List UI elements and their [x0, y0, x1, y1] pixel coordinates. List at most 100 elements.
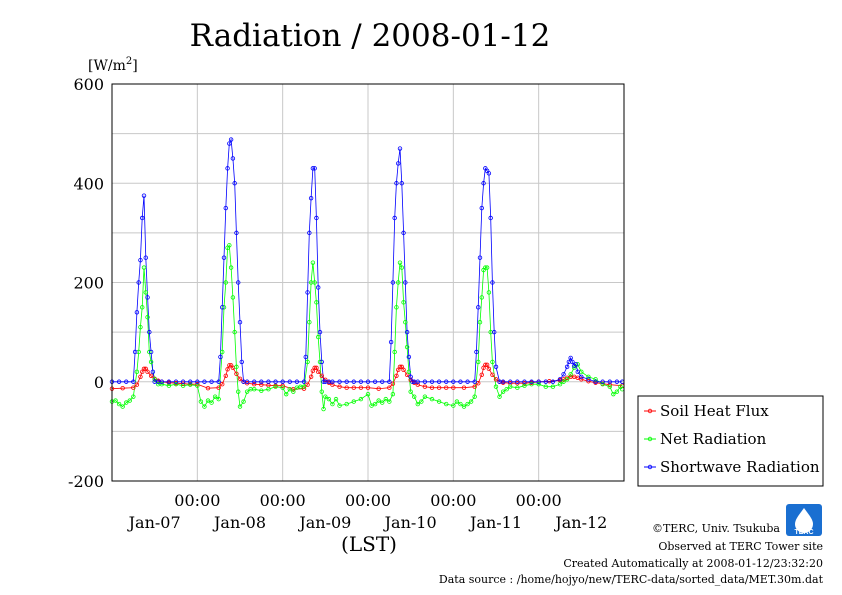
data-point-net-radiation [205, 398, 211, 403]
data-point-net-radiation [148, 359, 154, 365]
data-point-shortwave-radiation [397, 146, 403, 151]
data-point-net-radiation [365, 391, 371, 397]
data-point-shortwave-radiation [294, 379, 300, 384]
data-point-shortwave-radiation [301, 379, 307, 384]
data-point-shortwave-radiation [422, 379, 428, 384]
data-point-net-radiation [221, 305, 227, 310]
data-point-net-radiation [515, 385, 520, 390]
data-point-net-radiation [550, 384, 556, 389]
y-tick-label: 0 [94, 373, 104, 392]
data-point-shortwave-radiation [145, 295, 150, 300]
data-point-net-radiation [321, 406, 326, 412]
x-tick-date-label: Jan-09 [297, 513, 351, 532]
data-point-net-radiation [323, 394, 328, 399]
data-point-soil-heat-flux [316, 369, 321, 375]
data-point-shortwave-radiation [330, 379, 335, 384]
data-point-shortwave-radiation [225, 166, 230, 171]
data-point-shortwave-radiation [308, 195, 314, 201]
data-point-net-radiation [143, 290, 148, 295]
data-point-net-radiation [138, 324, 143, 330]
data-point-shortwave-radiation [180, 379, 186, 384]
data-point-soil-heat-flux [376, 386, 381, 391]
series-line-soil-heat-flux [111, 364, 623, 390]
data-point-net-radiation [287, 386, 292, 392]
data-point-soil-heat-flux [472, 384, 477, 389]
series-line-shortwave-radiation [112, 138, 623, 383]
data-point-soil-heat-flux [483, 362, 488, 368]
x-axis-ticks: 00:00 00:00 00:00 00:00 00:00 Jan-07 Jan-08 Jan… [127, 491, 608, 532]
data-point-net-radiation [415, 401, 420, 407]
y-axis-unit: [W/m2] [88, 56, 138, 74]
data-point-net-radiation [477, 320, 483, 325]
data-point-net-radiation [124, 400, 129, 405]
data-point-net-radiation [232, 329, 237, 335]
data-point-shortwave-radiation [319, 359, 324, 365]
data-point-shortwave-radiation [406, 354, 412, 360]
data-point-shortwave-radiation [490, 280, 495, 285]
data-point-shortwave-radiation [136, 280, 141, 285]
data-point-soil-heat-flux [394, 373, 399, 378]
data-point-net-radiation [259, 388, 264, 393]
data-point-net-radiation [529, 382, 534, 387]
data-point-net-radiation [484, 265, 490, 270]
logo-text: TERC [794, 529, 813, 536]
data-point-net-radiation [422, 394, 428, 399]
legend-label: Shortwave Radiation [660, 458, 820, 476]
data-point-shortwave-radiation [493, 364, 499, 370]
data-point-net-radiation [266, 386, 271, 392]
series-points [109, 137, 625, 412]
data-point-net-radiation [127, 398, 132, 403]
data-point-shortwave-radiation [141, 193, 147, 198]
data-point-net-radiation [451, 403, 456, 408]
data-point-net-radiation [403, 320, 408, 325]
data-point-soil-heat-flux [351, 385, 356, 390]
data-point-net-radiation [223, 280, 228, 285]
data-point-soil-heat-flux [134, 382, 140, 387]
data-point-net-radiation [479, 295, 484, 300]
data-point-shortwave-radiation [575, 369, 580, 375]
data-point-shortwave-radiation [116, 379, 122, 384]
data-point-soil-heat-flux [493, 377, 499, 382]
y-tick-label: 600 [73, 75, 104, 94]
data-point-net-radiation [419, 399, 424, 404]
data-point-net-radiation [536, 382, 541, 387]
data-point-net-radiation [472, 394, 477, 399]
data-point-net-radiation [458, 401, 463, 407]
data-point-soil-heat-flux [259, 382, 264, 387]
data-point-net-radiation [358, 396, 364, 402]
data-point-shortwave-radiation [472, 379, 477, 384]
data-point-net-radiation [113, 398, 118, 403]
data-point-net-radiation [436, 399, 442, 404]
legend-swatch-marker [647, 436, 653, 442]
data-point-net-radiation [500, 389, 506, 394]
data-point-soil-heat-flux [301, 386, 307, 391]
data-point-soil-heat-flux [145, 369, 150, 375]
data-point-soil-heat-flux [422, 384, 428, 389]
data-point-shortwave-radiation [365, 379, 371, 384]
data-point-shortwave-radiation [321, 379, 326, 384]
copyright-text: ©TERC, Univ. Tsukuba [652, 522, 780, 535]
data-point-shortwave-radiation [307, 230, 312, 236]
data-point-net-radiation [273, 384, 278, 389]
data-point-soil-heat-flux [227, 363, 232, 368]
data-point-net-radiation [561, 379, 566, 384]
data-point-net-radiation [406, 369, 412, 375]
data-point-shortwave-radiation [303, 354, 308, 360]
data-point-shortwave-radiation [218, 354, 223, 360]
x-tick-time-label: 00:00 [345, 491, 391, 510]
terc-logo: TERC [786, 504, 822, 536]
data-point-shortwave-radiation [228, 137, 234, 142]
data-point-net-radiation [305, 359, 310, 365]
data-point-net-radiation [317, 359, 323, 365]
data-point-shortwave-radiation [401, 230, 406, 236]
data-point-soil-heat-flux [415, 382, 420, 387]
data-point-net-radiation [600, 382, 605, 387]
data-point-shortwave-radiation [239, 359, 244, 365]
data-point-net-radiation [557, 382, 563, 387]
data-point-net-radiation [312, 280, 317, 285]
data-point-shortwave-radiation [474, 349, 479, 355]
data-point-shortwave-radiation [280, 379, 285, 384]
data-point-shortwave-radiation [131, 379, 136, 384]
data-point-net-radiation [376, 398, 381, 403]
data-point-shortwave-radiation [543, 379, 548, 384]
